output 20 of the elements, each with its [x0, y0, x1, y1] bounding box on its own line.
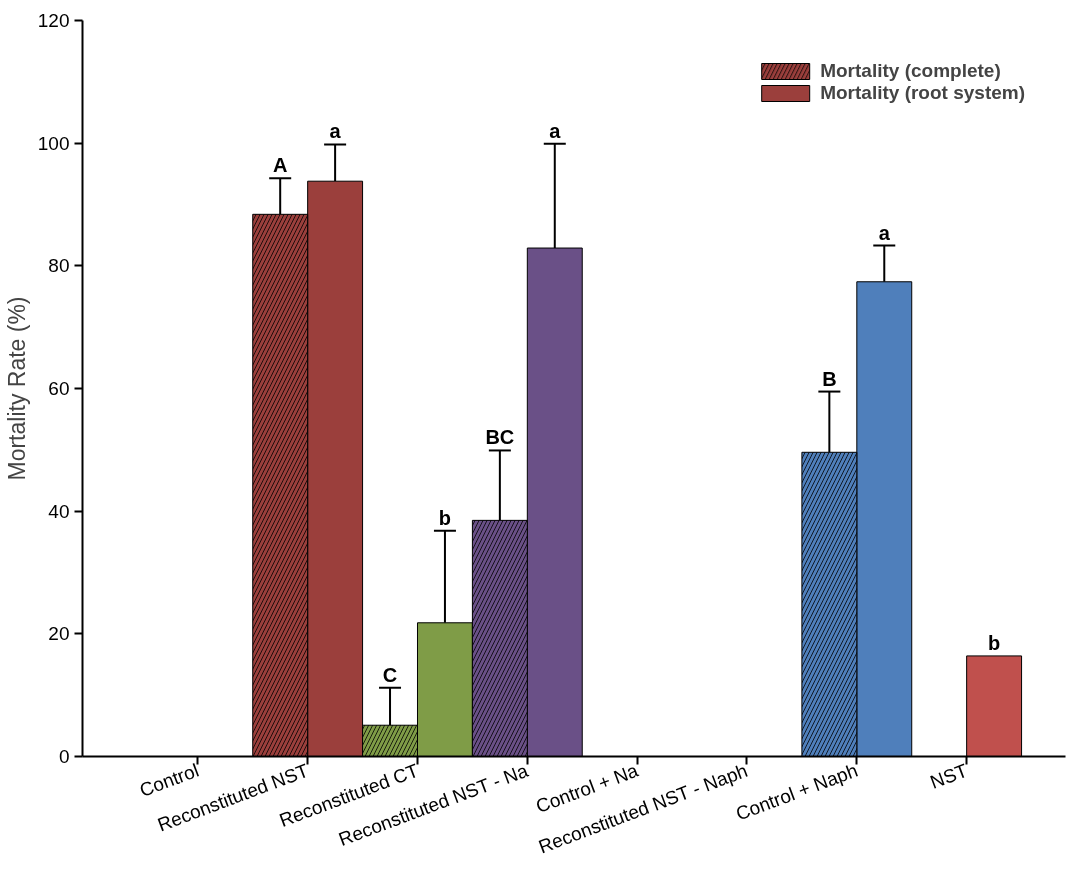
annotation: BC — [485, 426, 515, 449]
annotation: b — [988, 631, 1001, 654]
annotation: C — [382, 663, 398, 686]
y-tick-label: 40 — [48, 500, 70, 522]
y-tick-label: 120 — [37, 10, 70, 31]
annotation: B — [822, 367, 837, 390]
y-tick-label: 60 — [48, 378, 70, 399]
y-tick-label: 20 — [48, 623, 70, 645]
legend-label: Mortality (complete) — [820, 60, 1001, 82]
annotation: b — [438, 506, 452, 529]
y-tick-label: 100 — [37, 132, 70, 154]
x-tick-label: NST — [927, 759, 971, 793]
y-tick-label: 0 — [58, 746, 70, 767]
annotation: A — [272, 154, 288, 177]
y-axis-title: Mortality Rate (%) — [3, 296, 30, 481]
annotation: a — [549, 119, 562, 142]
legend-label: Mortality (root system) — [820, 82, 1025, 104]
y-tick-label: 80 — [48, 255, 70, 277]
annotation: a — [878, 221, 891, 244]
annotation: a — [329, 120, 342, 143]
